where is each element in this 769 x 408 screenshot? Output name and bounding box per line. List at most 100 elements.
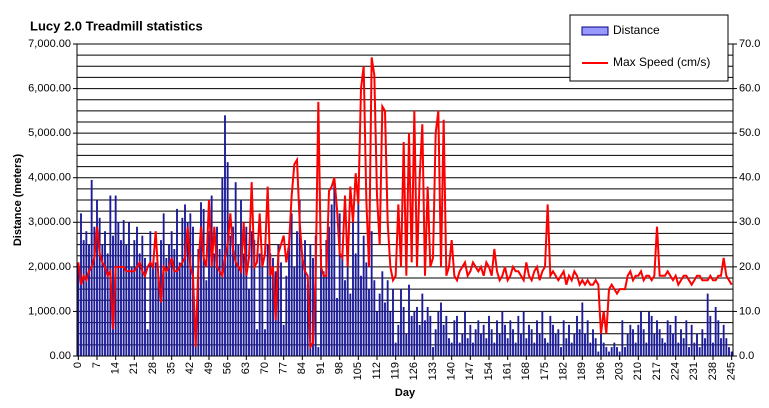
bar [301,253,304,356]
bar [304,240,306,356]
bar [645,342,648,356]
x-tick-label: 28 [147,362,159,374]
bar [674,315,677,356]
line [77,57,733,351]
bar [714,306,717,356]
bar [248,289,250,356]
bar [504,324,506,356]
y-tick-label: 6,000.00 [28,82,71,94]
bar [501,311,504,356]
x-tick-label: 217 [651,362,663,380]
bar [144,257,146,356]
y-tick-label: 3,000.00 [28,216,71,228]
bar [453,320,456,356]
bar [541,311,544,356]
bar [669,324,672,356]
bar [517,315,520,356]
legend: Distance Max Speed (cm/s) [569,14,729,82]
bar [269,253,272,356]
bar [98,217,101,356]
bar [664,342,666,356]
bar [416,306,418,356]
bar [709,315,712,356]
bar [597,351,600,356]
bar [496,320,498,356]
bar [434,329,437,356]
x-tick-label: 147 [464,362,476,380]
bar [493,342,496,356]
bar [96,200,98,356]
bar [200,202,202,356]
bar [672,333,674,356]
bar [600,324,602,356]
y-tick-label: 2,000.00 [28,261,71,273]
bar [208,231,210,356]
bar [610,347,613,356]
bar [512,329,514,356]
bar [616,347,618,356]
bar [168,244,170,356]
bar [440,302,442,356]
bar [162,213,165,356]
bar [688,347,690,356]
y2-tick-label: 40.0 [739,172,760,184]
bar [426,306,429,356]
x-tick-label: 168 [520,362,532,380]
x-tick-label: 175 [539,362,551,380]
bar [408,284,410,356]
bar [117,222,120,356]
bar [146,329,149,356]
bar [317,347,320,356]
bar [717,320,720,356]
bar [328,226,330,356]
bar [509,320,512,356]
bar [720,338,722,356]
bar [626,333,629,356]
bar [410,315,413,356]
x-tick-label: 154 [483,362,495,380]
bar [237,244,240,356]
bar [568,324,570,356]
bar [725,338,728,356]
bar [341,253,344,356]
bar [101,244,104,356]
bar [482,324,485,356]
y2-tick-label: 20.0 [739,261,760,273]
x-tick-label: 0 [72,362,84,368]
y-tick-label: 0.00 [50,350,71,362]
bar [122,220,125,356]
bar [464,311,466,356]
bar [549,315,552,356]
x-tick-label: 63 [240,362,252,374]
bar [472,342,474,356]
bar [266,244,269,356]
bar [216,226,218,356]
bar [506,338,509,356]
bar [149,231,152,356]
bar [480,333,482,356]
bar [698,347,701,356]
bar [354,253,357,356]
bar [290,213,293,356]
bar [421,293,424,356]
bar [658,329,661,356]
y-tick-label: 7,000.00 [28,38,71,50]
bar [226,162,229,356]
bar [306,284,309,356]
bar [621,320,624,356]
bar [488,315,490,356]
bar [413,311,416,356]
bar [232,226,234,356]
bar [365,262,368,356]
bar [189,213,192,356]
x-tick-label: 21 [128,362,140,374]
bar [594,338,597,356]
bar [386,280,389,356]
bar [712,342,714,356]
x-tick-label: 231 [688,362,700,380]
bar [178,262,181,356]
bar [394,342,397,356]
bar [656,320,658,356]
bar [474,329,477,356]
bar [456,315,458,356]
